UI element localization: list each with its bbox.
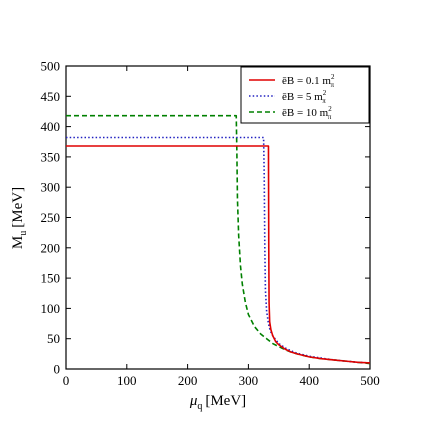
ticks: 0 100 200 300 400 500 0 50 100 150 200 250 300 350 400… bbox=[41, 59, 380, 389]
x-tick-label-5: 500 bbox=[360, 373, 380, 388]
y-tick-label-2: 100 bbox=[41, 301, 61, 316]
series-line-1 bbox=[66, 136, 371, 364]
y-axis-title: Mu[MeV] bbox=[10, 187, 29, 249]
y-tick-label-7: 350 bbox=[41, 149, 61, 164]
y-tick-label-8: 400 bbox=[41, 119, 61, 134]
x-tick-label-4: 400 bbox=[299, 373, 319, 388]
x-axis-title: μq [MeV] bbox=[189, 393, 246, 412]
x-tick-label-1: 100 bbox=[117, 373, 137, 388]
y-tick-label-5: 250 bbox=[41, 210, 61, 225]
y-tick-label-3: 150 bbox=[41, 271, 61, 286]
legend-label-0: ēB = 0.1 m2 π bbox=[282, 73, 335, 89]
legend-label-2: ēB = 10 m2 π bbox=[282, 105, 332, 121]
legend: ēB = 0.1 m2 πēB = 5 m2 πēB = 10 m2 π bbox=[240, 66, 370, 124]
y-tick-label-1: 50 bbox=[47, 331, 60, 346]
y-tick-label-9: 450 bbox=[41, 89, 61, 104]
y-tick-label-10: 500 bbox=[41, 59, 61, 74]
series-group bbox=[66, 114, 371, 365]
series-line-2 bbox=[66, 114, 371, 365]
x-tick-label-2: 200 bbox=[178, 373, 198, 388]
y-tick-label-4: 200 bbox=[41, 240, 61, 255]
x-tick-label-0: 0 bbox=[63, 373, 70, 388]
series-line-0 bbox=[66, 145, 371, 364]
legend-box bbox=[240, 66, 370, 124]
y-tick-label-0: 0 bbox=[54, 362, 61, 377]
x-tick-label-3: 300 bbox=[239, 373, 259, 388]
y-tick-label-6: 300 bbox=[41, 180, 61, 195]
legend-entries: ēB = 0.1 m2 πēB = 5 m2 πēB = 10 m2 π bbox=[249, 73, 335, 121]
legend-label-1: ēB = 5 m2 π bbox=[282, 89, 327, 105]
